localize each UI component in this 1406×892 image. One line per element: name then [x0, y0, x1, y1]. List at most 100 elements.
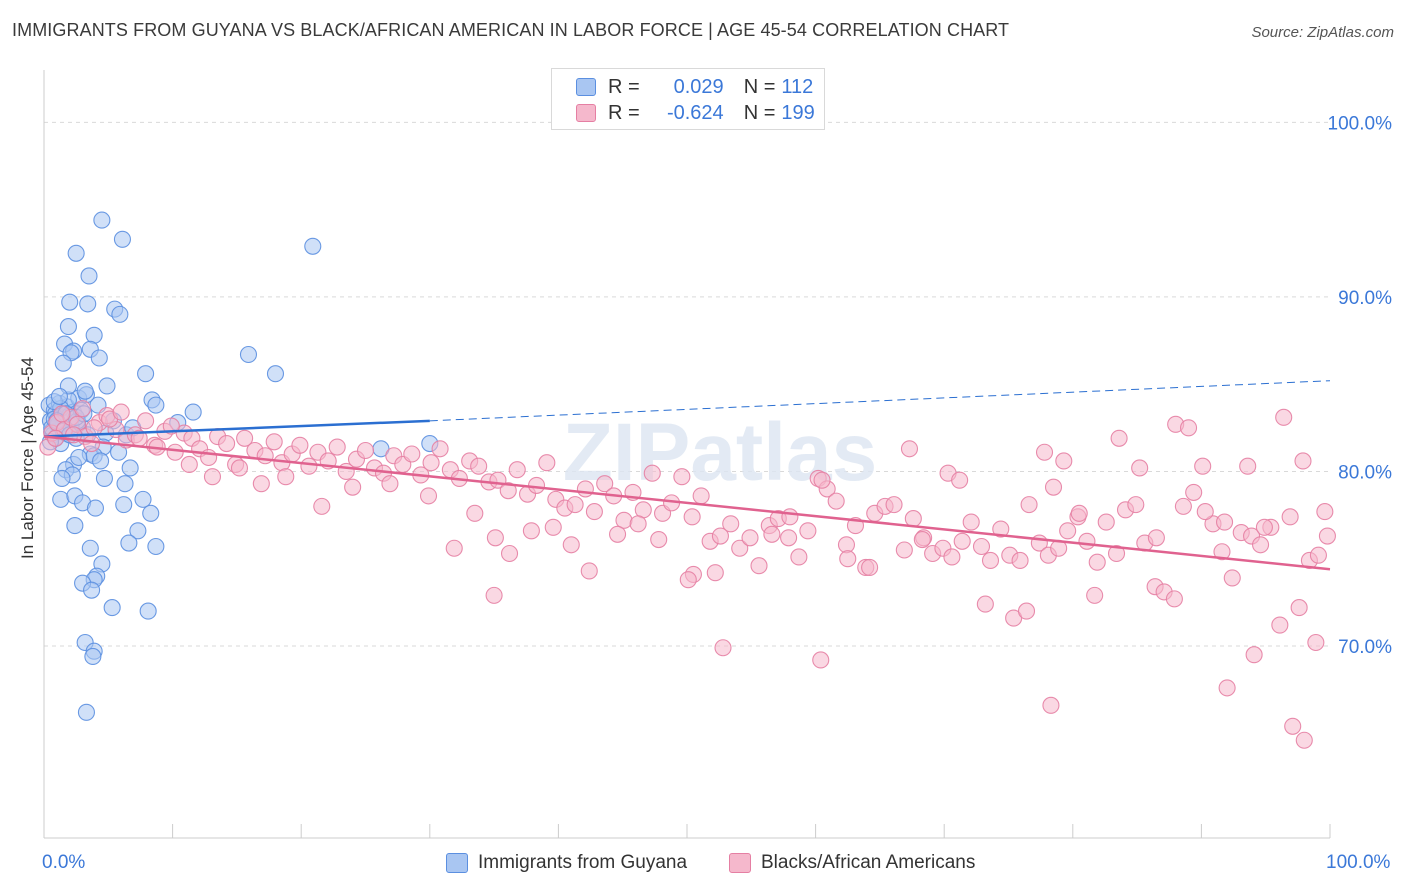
- data-point: [252, 475, 270, 493]
- y-axis-title: In Labor Force | Age 45-54: [18, 357, 37, 559]
- data-point: [236, 429, 254, 447]
- data-point: [115, 496, 133, 514]
- data-point: [74, 400, 92, 418]
- data-point: [711, 527, 729, 545]
- data-point: [1035, 443, 1054, 461]
- data-point: [904, 510, 922, 528]
- data-point: [1295, 731, 1313, 749]
- data-point: [203, 468, 222, 486]
- data-point: [1086, 586, 1104, 604]
- data-point: [142, 504, 160, 522]
- data-point: [53, 405, 71, 423]
- data-point: [83, 581, 101, 599]
- data-point: [184, 403, 202, 421]
- data-point: [673, 468, 691, 486]
- data-point: [121, 459, 139, 477]
- data-point: [431, 440, 449, 458]
- data-point: [781, 508, 799, 526]
- data-point: [895, 541, 913, 559]
- data-point: [1165, 590, 1183, 608]
- data-point: [466, 504, 484, 522]
- data-point: [972, 537, 991, 556]
- y-tick-labels: 100.0% 90.0% 80.0% 70.0%: [1328, 113, 1393, 658]
- data-point: [763, 525, 781, 543]
- n-label: N =: [743, 75, 776, 98]
- legend-label-guyana: Immigrants from Guyana: [478, 852, 688, 873]
- data-point: [1281, 508, 1299, 526]
- data-point: [714, 639, 732, 657]
- stat-row-guyana: R = 0.029 N = 112: [576, 74, 813, 100]
- chart-source: Source: ZipAtlas.com: [1251, 24, 1394, 41]
- legend-label-black: Blacks/African Americans: [761, 852, 976, 873]
- correlation-legend-box: R = 0.029 N = 112 R = -0.624 N = 199: [551, 68, 825, 130]
- data-point: [50, 387, 68, 405]
- data-point: [650, 530, 668, 549]
- data-point: [93, 211, 111, 229]
- data-point: [300, 457, 318, 475]
- n-label: N =: [743, 101, 776, 124]
- data-point: [98, 377, 116, 395]
- data-point: [527, 476, 546, 494]
- data-point: [1055, 452, 1073, 470]
- trend-line-black: [43, 435, 1331, 571]
- data-point: [839, 550, 857, 568]
- data-point: [84, 647, 102, 666]
- trend-line-guyana: [43, 419, 430, 438]
- data-point: [827, 492, 845, 510]
- data-point: [538, 454, 556, 472]
- data-point: [962, 513, 980, 531]
- r-value-guyana: 0.029: [673, 75, 724, 98]
- data-point: [1011, 551, 1029, 570]
- pink-swatch-icon: [576, 104, 596, 122]
- data-point: [403, 445, 421, 463]
- data-point: [147, 537, 165, 556]
- data-point: [180, 455, 198, 474]
- data-point: [445, 539, 463, 557]
- data-point: [95, 469, 113, 487]
- data-point: [129, 522, 147, 540]
- data-point: [61, 293, 79, 311]
- data-point: [266, 365, 285, 383]
- data-point: [85, 419, 103, 437]
- data-point: [885, 496, 903, 514]
- legend-item-black: Blacks/African Americans: [729, 852, 975, 874]
- data-point: [422, 454, 440, 472]
- y-tick-label: 90.0%: [1338, 288, 1392, 309]
- data-point: [722, 515, 740, 533]
- data-point: [1213, 543, 1231, 561]
- data-point: [80, 267, 98, 285]
- data-point: [500, 544, 519, 563]
- data-point: [381, 475, 399, 493]
- data-point: [544, 518, 562, 536]
- data-point: [1059, 522, 1077, 540]
- r-label: R =: [608, 101, 640, 124]
- data-point: [706, 564, 724, 582]
- trend-lines: [43, 380, 1331, 571]
- data-point: [1110, 429, 1128, 447]
- pink-swatch-icon: [729, 853, 751, 873]
- data-point: [1239, 457, 1257, 475]
- data-point: [79, 295, 97, 313]
- data-point: [1194, 457, 1212, 475]
- x-tick-label-min: 0.0%: [42, 852, 86, 873]
- data-point: [585, 503, 603, 521]
- data-point: [1097, 513, 1115, 531]
- data-point: [1127, 496, 1145, 514]
- data-point: [59, 318, 77, 336]
- legend-item-guyana: Immigrants from Guyana: [446, 852, 687, 874]
- data-point: [1218, 679, 1236, 697]
- data-point: [230, 459, 249, 477]
- data-point: [596, 475, 614, 493]
- data-point: [508, 461, 526, 479]
- data-point: [313, 497, 331, 515]
- data-point: [750, 557, 768, 575]
- r-label: R =: [608, 75, 640, 98]
- data-point: [1196, 503, 1214, 521]
- data-point: [1223, 569, 1241, 587]
- data-point: [976, 595, 994, 613]
- data-point: [304, 237, 322, 255]
- data-point: [992, 520, 1010, 538]
- data-point: [120, 534, 138, 552]
- data-point: [92, 452, 110, 470]
